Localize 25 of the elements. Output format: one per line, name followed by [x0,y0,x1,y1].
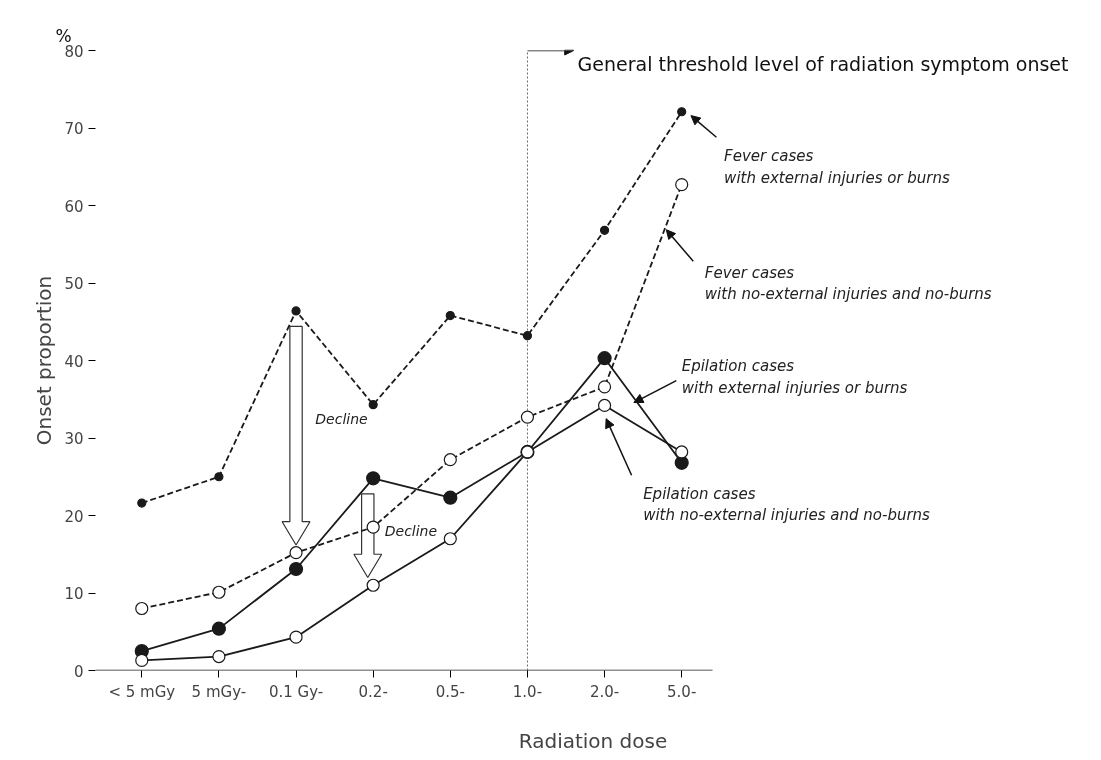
x-tick-label: 1.0- [512,682,543,701]
y-tick-label: 40 [64,352,84,371]
y-tick-label: 10 [64,585,84,603]
text: Fever cases with external injuries or burns [724,147,951,187]
y-tick-label: 60 [64,197,84,216]
x-tick-label: 0.5- [435,682,465,701]
x-tick-label: 2.0- [589,682,620,701]
annotation: Decline [315,410,368,427]
x-tick-label: 5.0- [667,682,697,701]
text: Epilation cases with external injuries or burns [681,357,908,397]
y-tick-label: 30 [64,430,84,448]
y-tick-label: 0 [73,662,84,681]
y-axis-title: Onset proportion [32,275,57,446]
annotation: Decline [384,523,438,539]
y-tick-label: 70 [64,120,84,138]
x-tick-label: 0.1 Gy- [268,682,324,701]
x-axis-title: Radiation dose [518,728,668,753]
y-tick-label: 50 [64,275,84,293]
y-tick-label: 20 [64,507,84,526]
x-tick-label: 0.2- [358,682,388,701]
x-tick-label: 5 mGy- [191,682,247,701]
text: Epilation cases with no-external injuries and no-burns [643,484,931,525]
text: Fever cases with no-external injuries and no-burns [704,263,992,304]
ref-line-label: General threshold level of radiation symptom onset [577,52,1069,75]
x-tick-label: < 5 mGy [108,682,176,701]
